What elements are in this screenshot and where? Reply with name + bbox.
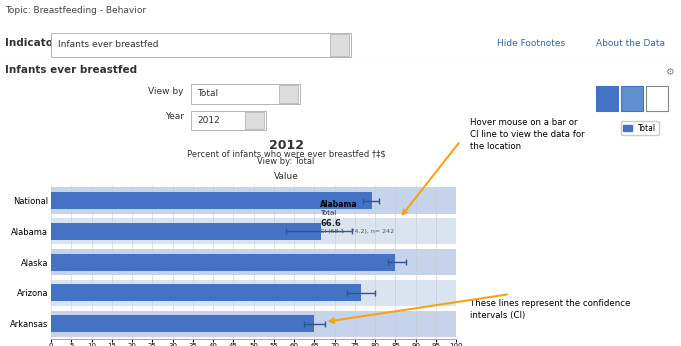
FancyBboxPatch shape bbox=[646, 86, 668, 111]
FancyBboxPatch shape bbox=[621, 86, 643, 111]
FancyBboxPatch shape bbox=[51, 33, 351, 57]
FancyBboxPatch shape bbox=[191, 84, 300, 103]
Text: 66.6: 66.6 bbox=[320, 219, 341, 228]
FancyBboxPatch shape bbox=[596, 86, 618, 111]
Text: Topic: Breastfeeding - Behavior: Topic: Breastfeeding - Behavior bbox=[5, 6, 146, 15]
Text: Infants ever breastfed: Infants ever breastfed bbox=[5, 65, 138, 75]
Bar bbox=[51, 192, 372, 209]
Bar bbox=[51, 223, 321, 240]
Bar bbox=[51, 218, 456, 244]
Bar bbox=[51, 249, 456, 275]
Text: Hide Footnotes: Hide Footnotes bbox=[497, 39, 565, 48]
Bar bbox=[51, 254, 396, 271]
Text: Percent of infants who were ever breastfed †‡$: Percent of infants who were ever breastf… bbox=[187, 150, 385, 159]
FancyBboxPatch shape bbox=[245, 112, 264, 129]
Bar bbox=[51, 284, 361, 301]
Text: These lines represent the confidence
intervals (CI): These lines represent the confidence int… bbox=[470, 300, 631, 320]
Text: Value: Value bbox=[274, 172, 298, 181]
Text: Total: Total bbox=[320, 210, 336, 216]
Text: View by: View by bbox=[148, 87, 184, 96]
Text: Total: Total bbox=[197, 89, 219, 98]
Text: Infants ever breastfed: Infants ever breastfed bbox=[58, 40, 159, 49]
Bar bbox=[51, 280, 456, 306]
Text: CI (58.1 - 74.2), n= 242: CI (58.1 - 74.2), n= 242 bbox=[320, 229, 394, 234]
Bar bbox=[51, 311, 456, 337]
Text: View by: Total: View by: Total bbox=[257, 157, 315, 166]
Bar bbox=[51, 315, 315, 332]
Text: Hover mouse on a bar or
CI line to view the data for
the location: Hover mouse on a bar or CI line to view … bbox=[470, 118, 584, 151]
FancyBboxPatch shape bbox=[279, 85, 298, 102]
Text: Indicator: Indicator bbox=[5, 38, 59, 48]
Text: 2012: 2012 bbox=[268, 139, 304, 153]
Legend: Total: Total bbox=[621, 121, 659, 135]
FancyBboxPatch shape bbox=[330, 34, 349, 56]
Text: 2012: 2012 bbox=[197, 116, 220, 125]
FancyBboxPatch shape bbox=[191, 111, 266, 130]
Text: Alabama: Alabama bbox=[320, 200, 358, 209]
Text: ⚙: ⚙ bbox=[665, 67, 674, 78]
Text: Year: Year bbox=[165, 112, 184, 121]
Bar bbox=[51, 188, 456, 213]
Text: About the Data: About the Data bbox=[596, 39, 665, 48]
